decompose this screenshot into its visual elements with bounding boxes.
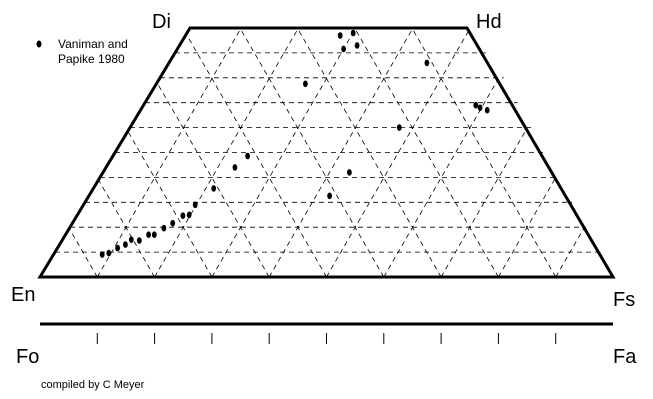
data-point <box>347 169 352 176</box>
quadrilateral-outline <box>37 26 616 279</box>
axis-label-fo: Fo <box>16 346 39 368</box>
data-point <box>484 106 490 114</box>
corner-label-fs: Fs <box>613 289 635 311</box>
data-point <box>396 124 402 131</box>
grid-line-diagonal <box>326 30 470 278</box>
data-point <box>245 152 251 160</box>
grid-lines <box>39 27 614 278</box>
data-point <box>180 212 186 219</box>
corner-label-hd: Hd <box>476 11 502 33</box>
data-point <box>354 42 360 49</box>
grid-line-diagonal <box>440 128 527 278</box>
axis-label-fa: Fa <box>613 346 637 368</box>
data-point <box>341 45 346 53</box>
grid-line-diagonal <box>383 79 499 278</box>
data-point <box>146 231 152 238</box>
grid-line-diagonal <box>127 130 213 278</box>
grid-line-diagonal <box>185 33 327 278</box>
data-point <box>123 241 128 248</box>
data-point <box>128 236 134 243</box>
data-point <box>115 244 120 252</box>
legend-entry-line-2: Papike 1980 <box>58 52 125 66</box>
grid-line-diagonal <box>268 27 414 278</box>
olivine-axis-ticks <box>96 333 557 344</box>
corner-label-en: En <box>11 284 35 306</box>
data-point <box>477 104 483 111</box>
grid-line-diagonal <box>98 179 155 278</box>
data-point <box>161 224 167 232</box>
grid-line-diagonal <box>239 27 385 278</box>
grid-line-diagonal <box>296 27 442 278</box>
grid-line-diagonal <box>68 227 98 278</box>
grid-line-diagonal <box>96 27 242 278</box>
legend: Vaniman and Papike 1980 <box>36 37 128 66</box>
grid-line-diagonal <box>156 82 270 278</box>
data-point <box>337 32 343 39</box>
data-point <box>151 231 157 238</box>
data-point <box>99 251 105 258</box>
data-point <box>327 192 332 200</box>
data-point <box>473 101 479 109</box>
credit-text: compiled by C Meyer <box>41 379 145 391</box>
grid-line-diagonal <box>154 27 299 278</box>
grid-line-diagonal <box>354 27 499 278</box>
grid-line-diagonal <box>555 227 585 278</box>
data-point <box>232 164 238 171</box>
data-point <box>136 237 142 244</box>
legend-marker <box>36 40 42 48</box>
data-points <box>99 29 490 258</box>
data-point <box>106 249 112 257</box>
data-point <box>350 29 356 37</box>
legend-entry-line-1: Vaniman and <box>58 37 128 51</box>
grid-line-diagonal <box>411 27 557 278</box>
data-point <box>303 80 308 88</box>
data-point <box>211 185 217 192</box>
data-point <box>192 201 198 209</box>
data-point <box>424 59 430 67</box>
data-point <box>170 219 176 227</box>
data-point <box>186 211 192 219</box>
grid-line-diagonal <box>211 27 357 278</box>
corner-label-di: Di <box>152 11 171 33</box>
